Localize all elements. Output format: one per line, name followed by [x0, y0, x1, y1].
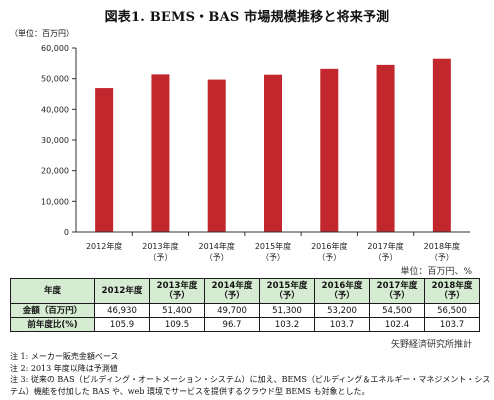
table-cell: 103.7: [314, 317, 370, 332]
table-header-year: 2017年度 （予）: [369, 278, 425, 304]
year-label: 2017年度: [376, 281, 418, 291]
y-tick-label: 0: [64, 228, 69, 237]
bar: [432, 58, 451, 232]
y-tick-label: 30,000: [41, 136, 69, 145]
forecast-mark: （予）: [219, 291, 245, 301]
forecast-mark: （予）: [164, 291, 190, 301]
table-header-year: 2012年度: [94, 278, 150, 304]
table-cell: 103.7: [424, 317, 480, 332]
table-cell: 56,500: [424, 303, 480, 318]
bar: [207, 79, 226, 232]
table-cell: 51,300: [259, 303, 315, 318]
x-tick-sublabel: （予）: [317, 253, 341, 262]
year-label: 2013年度: [156, 281, 198, 291]
y-axis-unit-label: （単位：百万円）: [10, 29, 74, 38]
table-header-row: 年度 2012年度 2013年度 （予） 2014年度 （予） 2015年度 （予） 2016…: [10, 278, 480, 304]
bar: [95, 88, 114, 233]
year-label: 2014年度: [211, 281, 253, 291]
table-cell: 49,700: [204, 303, 260, 318]
chart-title: 図表1. BEMS・BAS 市場規模推移と将来予測: [104, 10, 390, 25]
table-cell: 105.9: [94, 317, 150, 332]
y-tick-label: 20,000: [41, 167, 69, 176]
table-row-amount: 金額（百万円） 46,930 51,400 49,700 51,300 53,200 54…: [10, 303, 480, 318]
table-row-yoy: 前年度比(%) 105.9 109.5 96.7 103.2 103.7 102.4 103…: [10, 317, 480, 332]
y-tick-label: 40,000: [41, 105, 69, 114]
table-header-year: 2014年度 （予）: [204, 278, 260, 304]
note-line: 注 3: 従来の BAS（ビルディング・オートメーション・システム）に加え、BE…: [10, 375, 491, 384]
table-header-year: 2013年度 （予）: [149, 278, 205, 304]
table-header-year: 2015年度 （予）: [259, 278, 315, 304]
x-tick-label: 2013年度: [142, 241, 178, 251]
table-cell: 53,200: [314, 303, 370, 318]
market-size-table: 年度 2012年度 2013年度 （予） 2014年度 （予） 2015年度 （予） 2016…: [10, 278, 480, 332]
x-tick-label: 2015年度: [255, 241, 291, 251]
bar: [151, 74, 170, 232]
x-tick-sublabel: （予）: [205, 253, 229, 262]
year-label: 2016年度: [321, 281, 363, 291]
table-cell: 102.4: [369, 317, 425, 332]
x-tick-label: 2016年度: [311, 241, 347, 251]
table-cell: 54,500: [369, 303, 425, 318]
table-cell: 51,400: [149, 303, 205, 318]
table-row-label: 前年度比(%): [10, 317, 95, 332]
note-line: 注 2: 2013 年度以降は予測値: [10, 363, 118, 373]
x-tick-sublabel: （予）: [148, 253, 172, 262]
year-label: 2018年度: [431, 281, 473, 291]
x-tick-label: 2014年度: [199, 241, 235, 251]
bar-chart: 0 10,000 20,000 30,000 40,000 50,000 60,000 20…: [41, 44, 470, 262]
x-tick-sublabel: （予）: [374, 253, 398, 262]
year-label: 2015年度: [266, 281, 308, 291]
x-tick-label: 2017年度: [367, 241, 403, 251]
x-tick-sublabel: （予）: [261, 253, 285, 262]
x-tick-label: 2018年度: [424, 241, 460, 251]
table-cell: 46,930: [94, 303, 150, 318]
forecast-mark: （予）: [439, 291, 465, 301]
forecast-mark: （予）: [384, 291, 410, 301]
y-tick-label: 10,000: [41, 197, 69, 206]
table-unit-label: 単位：百万円、%: [400, 267, 472, 277]
y-tick-label: 60,000: [41, 44, 69, 53]
x-tick-label: 2012年度: [86, 241, 122, 251]
y-tick-label: 50,000: [41, 75, 69, 84]
year-label: 2012年度: [101, 286, 143, 296]
table-row-label: 金額（百万円）: [10, 303, 95, 318]
table-cell: 103.2: [259, 317, 315, 332]
table-header-year: 2018年度 （予）: [424, 278, 480, 304]
forecast-mark: （予）: [329, 291, 355, 301]
notes: 注 1: メーカー販売金額ベース 注 2: 2013 年度以降は予測値 注 3:…: [10, 351, 491, 397]
table-header-year-label: 年度: [10, 278, 95, 304]
source-credit: 矢野経済研究所推計: [390, 340, 472, 350]
table-header-year: 2016年度 （予）: [314, 278, 370, 304]
table-cell: 96.7: [204, 317, 260, 332]
x-tick-sublabel: （予）: [430, 253, 454, 262]
bar: [264, 74, 282, 233]
forecast-mark: （予）: [274, 291, 300, 301]
table-cell: 109.5: [149, 317, 205, 332]
bar: [320, 68, 339, 232]
bar: [376, 64, 395, 232]
note-line: テム）機能を付加した BAS や、web 環境でサービスを提供するクラウド型 B…: [10, 386, 370, 396]
note-line: 注 1: メーカー販売金額ベース: [10, 352, 119, 361]
